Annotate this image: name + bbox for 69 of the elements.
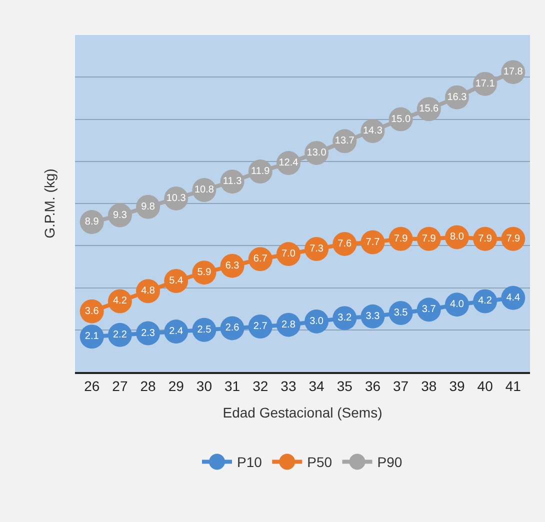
data-label: 4.2 [112,296,128,307]
x-tick-label: 39 [449,378,465,394]
data-label: 7.9 [394,233,408,244]
data-label: 7.6 [338,238,352,250]
data-label: 7.7 [366,236,380,248]
data-label: 11.9 [251,166,270,177]
x-tick-label: 28 [140,378,156,394]
data-label: 17.1 [475,78,496,90]
x-tick-label: 37 [393,378,409,394]
data-label: 4.2 [478,296,492,307]
x-tick-label: 38 [421,378,437,394]
legend-label: P50 [307,454,332,470]
data-label: 7.9 [506,233,521,244]
x-tick-label: 40 [477,378,494,394]
x-tick-label: 36 [364,378,381,394]
data-label: 3.2 [338,312,352,324]
data-label: 3.0 [310,316,324,327]
x-tick-label: 32 [252,378,268,394]
data-label: 7.0 [282,248,296,260]
x-tick-label: 34 [308,378,325,394]
legend-label: P10 [237,454,262,470]
data-label: 4.4 [506,292,521,304]
legend-label: P90 [377,454,402,470]
data-label: 13.7 [334,136,355,147]
data-label: 6.7 [253,254,268,265]
data-label: 2.5 [197,324,212,336]
data-label: 3.5 [394,308,408,319]
data-label: 3.7 [422,304,436,316]
data-label: 11.3 [222,176,242,188]
x-tick-label: 33 [280,378,296,394]
data-label: 2.3 [141,328,156,339]
data-label: 4.8 [141,286,156,297]
data-label: 7.9 [478,233,492,244]
data-label: 3.6 [84,306,100,317]
x-tick-label: 27 [112,378,128,394]
data-label: 8.9 [84,216,100,228]
data-label: 5.9 [197,267,212,278]
data-label: 17.8 [503,66,524,78]
data-label: 2.4 [169,326,184,338]
x-axis-title: Edad Gestacional (Sems) [222,404,382,421]
data-label: 16.3 [447,92,468,103]
data-label: 2.7 [253,321,268,332]
x-tick-label: 35 [336,378,353,394]
data-label: 7.9 [422,233,436,244]
data-label: 7.3 [310,244,324,254]
data-label: 10.3 [166,192,186,204]
data-label: 10.8 [194,184,214,196]
x-tick-label: 26 [84,378,100,394]
data-label: 14.3 [362,126,383,137]
data-label: 9.8 [141,201,156,212]
data-label: 2.2 [112,329,128,340]
x-tick-label: 29 [168,378,184,394]
data-label: 5.4 [169,276,184,287]
data-label: 8.0 [450,232,464,243]
data-label: 15.6 [419,104,440,115]
x-tick-label: 41 [505,378,522,394]
data-label: 2.6 [225,322,240,334]
x-tick-label: 30 [196,378,212,394]
data-label: 13.0 [306,147,327,158]
y-axis-title: G.P.M. (kg) [42,168,58,238]
x-tick-label: 31 [224,378,240,394]
data-label: 6.3 [225,260,240,272]
data-label: 3.3 [366,310,380,322]
data-label: 15.0 [391,114,411,125]
data-label: 12.4 [278,158,299,169]
data-label: 2.8 [282,319,296,330]
data-label: 4.0 [450,299,464,310]
data-label: 9.3 [112,210,128,221]
data-label: 2.1 [84,331,100,342]
